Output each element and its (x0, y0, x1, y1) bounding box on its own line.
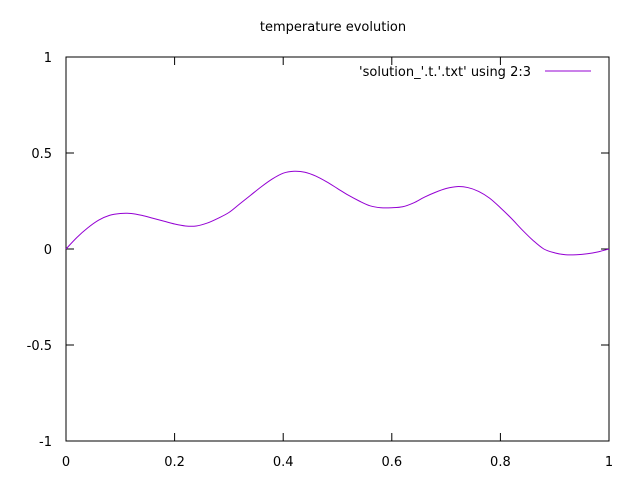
x-tick-label: 0 (62, 455, 70, 470)
series-line (65, 170, 610, 256)
legend: 'solution_'.t.'.txt' using 2:3 (359, 65, 591, 80)
axis-ticks: 0 0.2 0.4 0.6 0.8 1 -1 -0.5 0 0.5 1 (27, 51, 614, 470)
x-tick-label: 0.6 (381, 455, 402, 470)
series-layer (65, 170, 610, 256)
y-tick-label: -1 (39, 435, 52, 450)
x-tick-label: 0.8 (490, 455, 511, 470)
legend-label: 'solution_'.t.'.txt' using 2:3 (359, 65, 531, 80)
x-tick-label: 0.4 (273, 455, 294, 470)
chart-title: temperature evolution (260, 20, 406, 35)
plot-frame (65, 56, 610, 442)
y-tick-label: -0.5 (27, 339, 52, 354)
y-tick-label: 0.5 (31, 147, 52, 162)
y-tick-label: 1 (44, 51, 52, 66)
x-tick-label: 0.2 (164, 455, 185, 470)
x-tick-label: 1 (605, 455, 613, 470)
y-tick-label: 0 (44, 243, 52, 258)
